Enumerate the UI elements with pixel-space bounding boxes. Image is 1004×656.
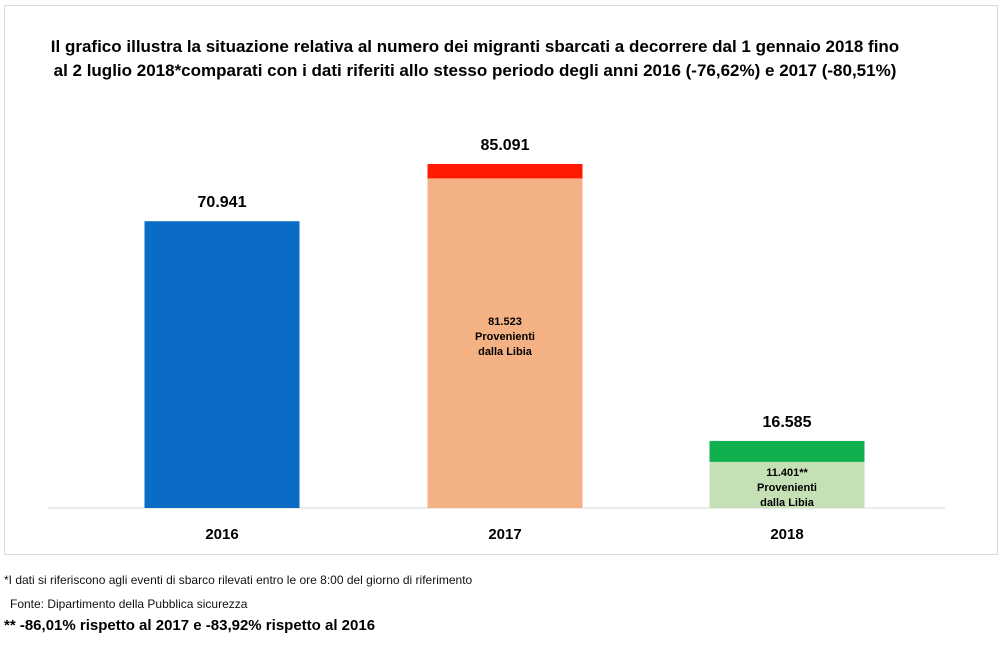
libia-value-label-2017: 81.523: [488, 316, 522, 328]
footnote-percentage-note: ** -86,01% rispetto al 2017 e -83,92% ri…: [4, 617, 376, 634]
libia-caption-line1-2017: Provenienti: [475, 331, 535, 343]
bar-chart: 70.941 2016 81.523 Provenienti dalla Libia 85…: [48, 137, 945, 543]
category-label-2016: 2016: [205, 526, 238, 543]
libia-value-label-2018: 11.401**: [766, 467, 808, 479]
bar-2016: [144, 221, 300, 508]
source-note: Fonte: Dipartimento della Pubblica sicur…: [10, 597, 248, 611]
value-label-2016: 70.941: [198, 194, 247, 211]
bar-2017-other: [427, 164, 583, 179]
category-label-2017: 2017: [488, 526, 521, 543]
value-label-2018: 16.585: [763, 414, 812, 431]
bar-2018-libia: [709, 461, 865, 508]
chart-title: Il grafico illustra la situazione relati…: [50, 37, 900, 80]
footnote-date-note: *I dati si riferiscono agli eventi di sb…: [4, 573, 473, 587]
libia-caption-line1-2018: Provenienti: [757, 482, 817, 494]
libia-caption-line2-2018: dalla Libia: [760, 497, 815, 509]
value-label-2017: 85.091: [481, 137, 530, 154]
category-label-2018: 2018: [770, 526, 803, 543]
bar-2017-libia: [427, 178, 583, 508]
bar-2018-other: [709, 440, 865, 462]
libia-caption-line2-2017: dalla Libia: [478, 346, 533, 358]
